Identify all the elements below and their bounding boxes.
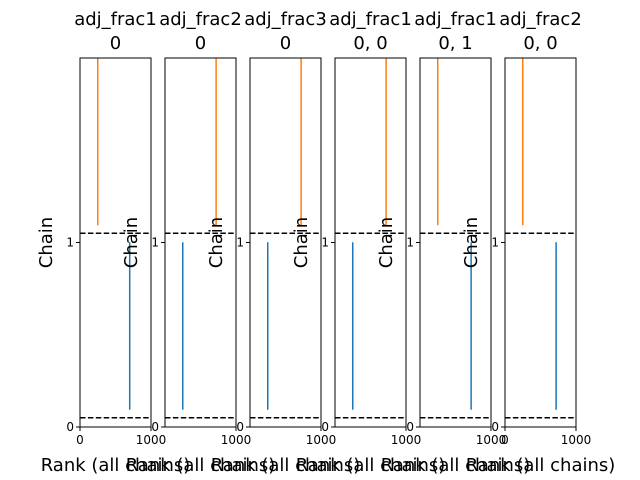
x-tick-label: 0 <box>76 433 84 447</box>
panel-title: adj_frac2 0, 0 <box>499 9 582 54</box>
x-axis-label: Rank (all chains) <box>41 455 191 476</box>
panel-title-line: adj_frac2 <box>159 9 242 30</box>
y-tick-label: 0 <box>66 420 74 434</box>
panel-title: adj_frac1 0 <box>74 9 157 54</box>
x-tick-label: 0 <box>501 433 509 447</box>
y-tick-label: 1 <box>66 236 74 250</box>
panel-title-line: adj_frac2 <box>499 9 582 30</box>
panel-title-line: 0 <box>110 33 121 54</box>
y-tick-label: 1 <box>236 236 244 250</box>
y-tick-label: 1 <box>491 236 499 250</box>
x-axis-label: Rank (all chains) <box>211 455 361 476</box>
panel-title: adj_frac3 0 <box>244 9 327 54</box>
y-tick-label: 1 <box>406 236 414 250</box>
panel-1: 0 1 1000 Chain Rank (all chains) adj_frac2 0 <box>121 9 275 476</box>
panel-title-line: 0 <box>195 33 206 54</box>
y-axis-label: Chain <box>376 217 397 268</box>
panel-title: adj_frac2 0 <box>159 9 242 54</box>
panel-title-line: adj_frac3 <box>244 9 327 30</box>
x-tick-label: 1000 <box>221 433 252 447</box>
panel-title-line: 0, 1 <box>438 33 472 54</box>
panel-3: 0 1 1000 Chain Rank (all chains) adj_frac1 0, … <box>291 9 445 476</box>
x-axis-label: Rank (all chains) <box>381 455 531 476</box>
x-axis-label: Rank (all chains) <box>126 455 276 476</box>
panel-title-line: 0, 0 <box>353 33 387 54</box>
panel-2: 0 1 1000 Chain Rank (all chains) adj_frac3 0 <box>206 9 360 476</box>
y-axis-label: Chain <box>461 217 482 268</box>
y-tick-label: 0 <box>491 420 499 434</box>
y-axis-label: Chain <box>291 217 312 268</box>
panel-title-line: 0, 0 <box>523 33 557 54</box>
y-tick-label: 0 <box>406 420 414 434</box>
y-tick-label: 0 <box>321 420 329 434</box>
y-axis-label: Chain <box>206 217 227 268</box>
x-axis-label: Rank (all chains) <box>466 455 616 476</box>
x-tick-label: 1000 <box>561 433 592 447</box>
y-tick-label: 1 <box>151 236 159 250</box>
x-tick-label: 1000 <box>136 433 167 447</box>
y-tick-label: 0 <box>236 420 244 434</box>
panel-title-line: adj_frac1 <box>329 9 412 30</box>
panel-4: 0 1 1000 Chain Rank (all chains) adj_frac1 0, … <box>376 9 530 476</box>
panel-title-line: adj_frac1 <box>74 9 157 30</box>
panel-title-line: 0 <box>280 33 291 54</box>
x-tick-label: 1000 <box>306 433 337 447</box>
y-axis-label: Chain <box>121 217 142 268</box>
x-axis-label: Rank (all chains) <box>296 455 446 476</box>
y-tick-label: 0 <box>151 420 159 434</box>
panel-title: adj_frac1 0, 0 <box>329 9 412 54</box>
panel-title-line: adj_frac1 <box>414 9 497 30</box>
y-tick-label: 1 <box>321 236 329 250</box>
x-tick-label: 1000 <box>391 433 422 447</box>
x-tick-label: 1000 <box>476 433 507 447</box>
y-axis-label: Chain <box>36 217 57 268</box>
panel-title: adj_frac1 0, 1 <box>414 9 497 54</box>
